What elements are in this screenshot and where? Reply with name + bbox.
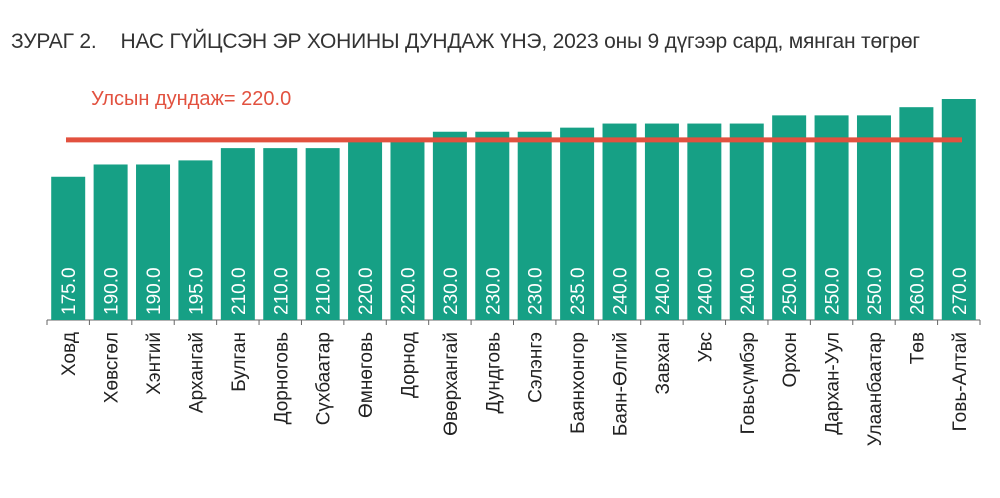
category-label: Говь-Алтай [950, 332, 971, 431]
bar-value-label: 230.0 [526, 267, 547, 315]
bar-value-label: 175.0 [59, 267, 80, 315]
bar [899, 107, 934, 321]
category-label: Увс [695, 332, 716, 362]
bar [432, 131, 467, 320]
title-text: НАС ГҮЙЦСЭН ЭР ХОНИНЫ ДУНДАЖ ҮНЭ, 2023 о… [120, 30, 920, 53]
bar-value-label: 230.0 [441, 267, 462, 315]
category-label: Хэнтий [144, 332, 165, 395]
bar [263, 148, 298, 320]
category-label: Дорнод [398, 332, 419, 398]
bar [517, 131, 552, 320]
bar [475, 131, 510, 320]
average-label: Улсын дундаж= 220.0 [91, 88, 291, 110]
bar-value-label: 230.0 [483, 267, 504, 315]
bar-value-label: 220.0 [398, 267, 419, 315]
bar-value-label: 210.0 [314, 267, 335, 315]
category-label: Сүхбаатар [314, 332, 335, 425]
bar-value-label: 250.0 [780, 267, 801, 315]
bar-value-label: 190.0 [102, 267, 123, 315]
bar [136, 164, 171, 320]
bar [687, 123, 722, 320]
bar-value-label: 260.0 [907, 267, 928, 315]
bar-value-label: 240.0 [738, 267, 759, 315]
bar [305, 148, 340, 320]
category-label: Өвөрхангай [441, 332, 462, 436]
category-label: Ховд [59, 332, 80, 376]
bar-value-label: 235.0 [568, 267, 589, 315]
bar-value-label: 250.0 [823, 267, 844, 315]
bar [772, 115, 807, 321]
bar [856, 115, 891, 321]
chart-title: ЗУРАГ 2. НАС ГҮЙЦСЭН ЭР ХОНИНЫ ДУНДАЖ ҮНЭ… [11, 30, 920, 54]
category-label: Өмнөговь [356, 332, 377, 418]
category-label: Дархан-Уул [823, 332, 844, 435]
bar [729, 123, 764, 320]
category-label: Улаанбаатар [865, 332, 886, 446]
category-label: Сэлэнгэ [526, 332, 547, 403]
category-label: Орхон [780, 332, 801, 387]
category-label: Төв [907, 332, 928, 364]
category-label: Архангай [186, 332, 207, 413]
figure-number: ЗУРАГ 2. [11, 30, 97, 53]
category-label: Завхан [653, 332, 674, 394]
category-label: Дорноговь [271, 332, 292, 424]
bar-value-label: 240.0 [611, 267, 632, 315]
bar [644, 123, 679, 320]
bar-value-label: 195.0 [186, 267, 207, 315]
bar-value-label: 250.0 [865, 267, 886, 315]
bar-value-label: 210.0 [271, 267, 292, 315]
bar-value-label: 190.0 [144, 267, 165, 315]
bar [814, 115, 849, 321]
bar [220, 148, 255, 320]
category-label: Баянхонгор [568, 332, 589, 434]
bar-value-label: 240.0 [653, 267, 674, 315]
bar [348, 139, 383, 320]
bar [602, 123, 637, 320]
category-label: Хөвсгөл [102, 332, 123, 403]
bar-value-label: 270.0 [950, 267, 971, 315]
bar [390, 139, 425, 320]
bar [178, 160, 213, 320]
category-label: Булган [229, 332, 250, 392]
bar [560, 127, 595, 320]
bar [51, 176, 86, 320]
category-label: Баян-Өлгий [611, 332, 632, 436]
bar-value-label: 210.0 [229, 267, 250, 315]
category-label: Говьсүмбэр [738, 332, 759, 434]
bar [93, 164, 128, 320]
bar-value-label: 220.0 [356, 267, 377, 315]
bar [941, 99, 976, 320]
category-label: Дундговь [483, 332, 504, 414]
bar-value-label: 240.0 [695, 267, 716, 315]
